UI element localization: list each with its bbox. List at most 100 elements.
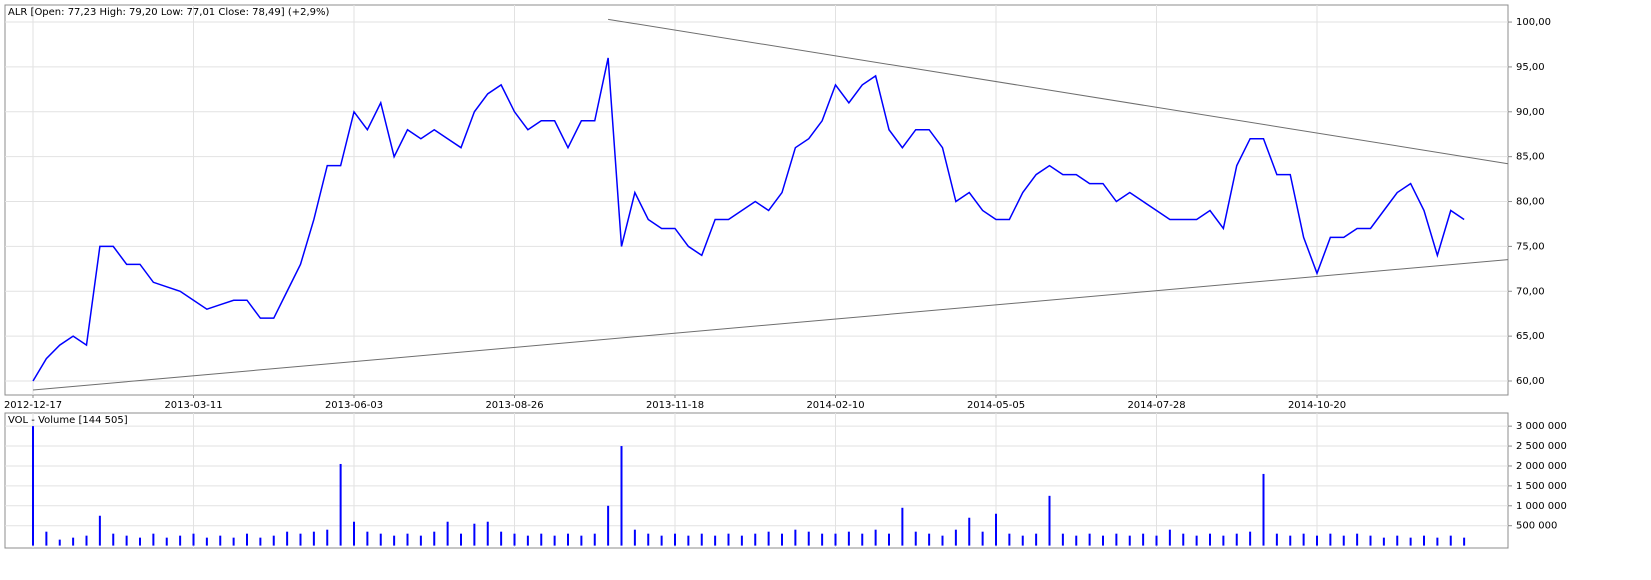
volume-bar: [286, 531, 289, 546]
volume-bar: [1168, 529, 1171, 546]
x-tick-label: 2014-05-05: [967, 400, 1025, 411]
volume-bar: [981, 531, 984, 546]
volume-bar: [85, 535, 88, 546]
y-tick-label: 3 000 000: [1516, 421, 1567, 432]
volume-bar: [633, 529, 636, 546]
y-tick-label: 90,00: [1516, 107, 1545, 118]
volume-bar: [1342, 535, 1345, 546]
volume-bar: [179, 535, 182, 546]
volume-bar: [767, 531, 770, 546]
y-tick-label: 70,00: [1516, 286, 1545, 297]
volume-bar: [834, 533, 837, 546]
volume-bar: [1048, 495, 1051, 546]
volume-bar: [45, 531, 48, 546]
y-tick-label: 65,00: [1516, 331, 1545, 342]
volume-bar: [486, 521, 489, 546]
volume-bar: [1075, 535, 1078, 546]
volume-bar: [72, 537, 75, 546]
volume-bar: [567, 533, 569, 546]
volume-bar: [620, 446, 623, 546]
volume-bar: [1115, 533, 1118, 546]
volume-bar: [861, 533, 864, 546]
volume-bar: [794, 529, 797, 546]
volume-bar: [700, 533, 703, 546]
volume-bar: [1209, 533, 1211, 546]
volume-bar: [781, 533, 783, 546]
volume-bar: [152, 533, 155, 546]
x-tick-label: 2013-08-26: [485, 400, 543, 411]
volume-bar: [1021, 535, 1024, 546]
volume-bar: [219, 535, 222, 546]
y-tick-label: 80,00: [1516, 197, 1545, 208]
volume-bar: [272, 535, 275, 546]
volume-bar: [1088, 533, 1091, 546]
y-tick-label: 2 500 000: [1516, 441, 1567, 452]
volume-bar: [526, 535, 529, 546]
volume-bar: [1275, 533, 1278, 546]
volume-bar: [1235, 533, 1238, 546]
volume-bar: [1356, 533, 1359, 546]
volume-bar: [446, 521, 449, 546]
volume-bar: [1409, 537, 1412, 546]
volume-bar: [139, 537, 141, 546]
volume-bar: [299, 533, 302, 546]
y-tick-label: 100,00: [1516, 17, 1551, 28]
price-panel: [4, 4, 1509, 396]
volume-bar: [954, 529, 957, 546]
volume-bar: [366, 531, 369, 546]
x-tick-label: 2014-07-28: [1127, 400, 1185, 411]
volume-bar: [125, 535, 128, 546]
y-tick-label: 1 500 000: [1516, 481, 1567, 492]
volume-bar: [1035, 533, 1038, 546]
volume-bar: [553, 535, 556, 546]
y-tick-label: 2 000 000: [1516, 461, 1567, 472]
volume-bar: [687, 535, 690, 546]
volume-bar: [1182, 533, 1185, 546]
volume-bar: [754, 533, 757, 546]
volume-bar: [914, 531, 917, 546]
volume-bar: [192, 533, 195, 546]
volume-bar: [1369, 535, 1372, 546]
volume-bar: [326, 529, 329, 546]
volume-bar: [647, 533, 650, 546]
volume-bar: [674, 533, 676, 546]
volume-bar: [1396, 535, 1399, 546]
volume-bar: [928, 533, 931, 546]
volume-bar: [312, 531, 315, 546]
volume-bar: [1128, 535, 1131, 546]
volume-bar: [807, 531, 810, 546]
volume-bar: [433, 531, 436, 546]
volume-bar: [1155, 535, 1158, 546]
volume-bar: [379, 533, 382, 546]
volume-bar: [353, 521, 355, 546]
volume-bar: [98, 515, 101, 546]
volume-bar: [1249, 531, 1252, 546]
volume-bar: [995, 513, 997, 546]
volume-bar: [1142, 533, 1145, 546]
volume-bar: [473, 523, 476, 546]
volume-bar: [500, 531, 503, 546]
volume-bar: [205, 537, 208, 546]
price-line: [32, 57, 1465, 382]
volume-bar: [1008, 533, 1011, 546]
volume-panel: [4, 412, 1509, 549]
volume-bar: [1463, 537, 1466, 546]
volume-title: VOL - Volume [144 505]: [8, 415, 128, 426]
volume-bar: [740, 535, 743, 546]
volume-bar: [112, 533, 115, 546]
volume-bar: [339, 463, 342, 546]
volume-bar: [1061, 533, 1064, 546]
y-tick-label: 75,00: [1516, 241, 1545, 252]
volume-bar: [727, 533, 730, 546]
volume-bar: [901, 507, 904, 546]
volume-bar: [660, 535, 663, 546]
x-tick-label: 2014-02-10: [806, 400, 864, 411]
x-tick-label: 2014-10-20: [1288, 400, 1346, 411]
volume-bar: [821, 533, 824, 546]
volume-bar: [1382, 537, 1385, 546]
x-tick-label: 2013-06-03: [325, 400, 383, 411]
volume-bar: [1302, 533, 1305, 546]
volume-bar: [874, 529, 877, 546]
volume-bar: [1102, 535, 1104, 546]
volume-bar: [580, 535, 583, 546]
